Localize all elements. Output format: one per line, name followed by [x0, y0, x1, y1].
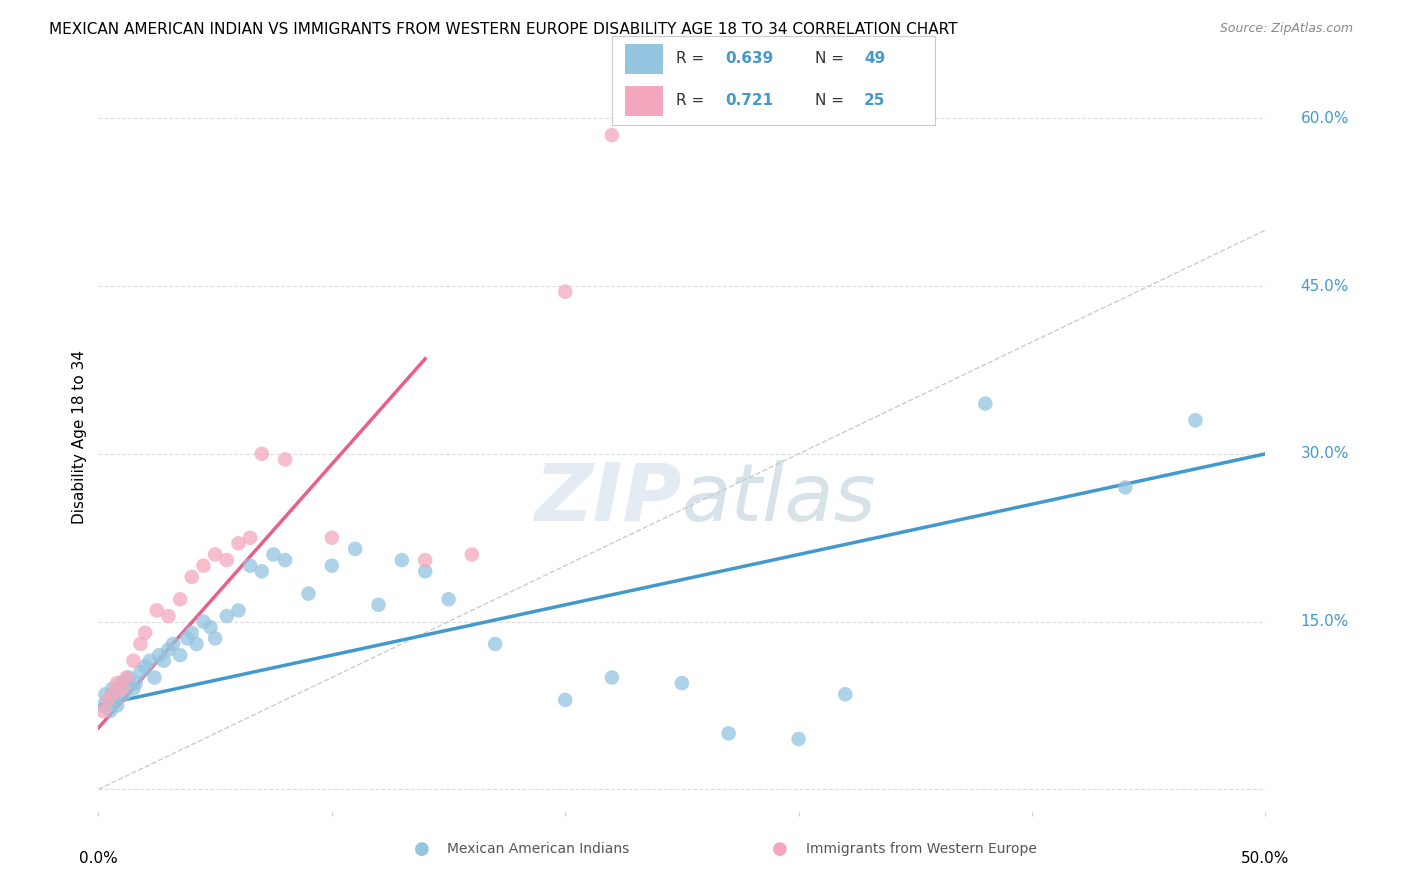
Y-axis label: Disability Age 18 to 34: Disability Age 18 to 34 — [72, 350, 87, 524]
Point — [367, 598, 389, 612]
Point — [122, 681, 145, 696]
Point — [200, 620, 222, 634]
Point — [262, 548, 284, 562]
Point — [91, 698, 114, 713]
Point — [391, 553, 413, 567]
Point — [122, 654, 145, 668]
Point — [554, 693, 576, 707]
Point — [186, 637, 208, 651]
Point — [239, 531, 262, 545]
Point — [180, 570, 202, 584]
Point — [250, 447, 273, 461]
Point — [143, 671, 166, 685]
Point — [148, 648, 170, 662]
Point — [554, 285, 576, 299]
Point — [228, 603, 250, 617]
Point — [111, 681, 134, 696]
Text: R =: R = — [676, 94, 710, 108]
Point — [101, 681, 124, 696]
Point — [344, 541, 367, 556]
Point — [94, 687, 117, 701]
Point — [250, 564, 273, 578]
Point — [104, 693, 127, 707]
Point — [134, 625, 156, 640]
Text: 60.0%: 60.0% — [1301, 111, 1348, 126]
Point — [98, 704, 121, 718]
Point — [101, 687, 124, 701]
Point — [169, 592, 191, 607]
Point — [157, 642, 180, 657]
Point — [461, 548, 484, 562]
Point — [717, 726, 740, 740]
Text: R =: R = — [676, 52, 710, 66]
Point — [600, 128, 623, 142]
Point — [152, 654, 174, 668]
Point — [228, 536, 250, 550]
Text: 25: 25 — [863, 94, 886, 108]
Text: ●: ● — [772, 840, 789, 858]
Bar — [624, 44, 664, 74]
Text: MEXICAN AMERICAN INDIAN VS IMMIGRANTS FROM WESTERN EUROPE DISABILITY AGE 18 TO 3: MEXICAN AMERICAN INDIAN VS IMMIGRANTS FR… — [49, 22, 957, 37]
Point — [111, 676, 134, 690]
Point — [321, 558, 343, 573]
Point — [176, 632, 198, 646]
Point — [91, 704, 114, 718]
Text: 50.0%: 50.0% — [1241, 851, 1289, 866]
Text: N =: N = — [815, 52, 849, 66]
Point — [413, 564, 436, 578]
Point — [274, 452, 297, 467]
Point — [215, 553, 238, 567]
Text: 0.639: 0.639 — [725, 52, 773, 66]
Bar — [624, 86, 664, 116]
Text: atlas: atlas — [682, 459, 877, 538]
Point — [139, 654, 162, 668]
Text: Immigrants from Western Europe: Immigrants from Western Europe — [806, 842, 1036, 856]
Point — [115, 671, 138, 685]
Point — [1184, 413, 1206, 427]
Point — [1114, 480, 1136, 494]
Text: 45.0%: 45.0% — [1301, 278, 1348, 293]
Point — [215, 609, 238, 624]
Point — [671, 676, 693, 690]
Point — [321, 531, 343, 545]
Point — [484, 637, 506, 651]
Point — [129, 665, 152, 679]
Point — [118, 671, 141, 685]
Point — [112, 687, 135, 701]
Point — [146, 603, 169, 617]
Text: Mexican American Indians: Mexican American Indians — [447, 842, 630, 856]
Text: Source: ZipAtlas.com: Source: ZipAtlas.com — [1219, 22, 1353, 36]
Point — [274, 553, 297, 567]
Point — [125, 676, 148, 690]
Point — [180, 625, 202, 640]
Point — [204, 632, 226, 646]
Point — [105, 698, 128, 713]
Point — [297, 587, 319, 601]
Text: 0.0%: 0.0% — [79, 851, 118, 866]
Text: ZIP: ZIP — [534, 459, 682, 538]
Point — [413, 553, 436, 567]
Text: 0.721: 0.721 — [725, 94, 773, 108]
Point — [600, 671, 623, 685]
Point — [437, 592, 460, 607]
Point — [169, 648, 191, 662]
Point — [193, 558, 215, 573]
Text: ●: ● — [413, 840, 430, 858]
Point — [834, 687, 856, 701]
Text: 49: 49 — [863, 52, 886, 66]
Point — [129, 637, 152, 651]
Point — [239, 558, 262, 573]
Point — [134, 659, 156, 673]
Point — [105, 676, 128, 690]
Point — [97, 693, 120, 707]
Point — [974, 396, 997, 410]
Point — [787, 732, 810, 747]
Point — [162, 637, 184, 651]
Point — [157, 609, 180, 624]
Text: 30.0%: 30.0% — [1301, 446, 1348, 461]
Text: 15.0%: 15.0% — [1301, 614, 1348, 629]
Text: N =: N = — [815, 94, 849, 108]
Point — [193, 615, 215, 629]
Point — [204, 548, 226, 562]
